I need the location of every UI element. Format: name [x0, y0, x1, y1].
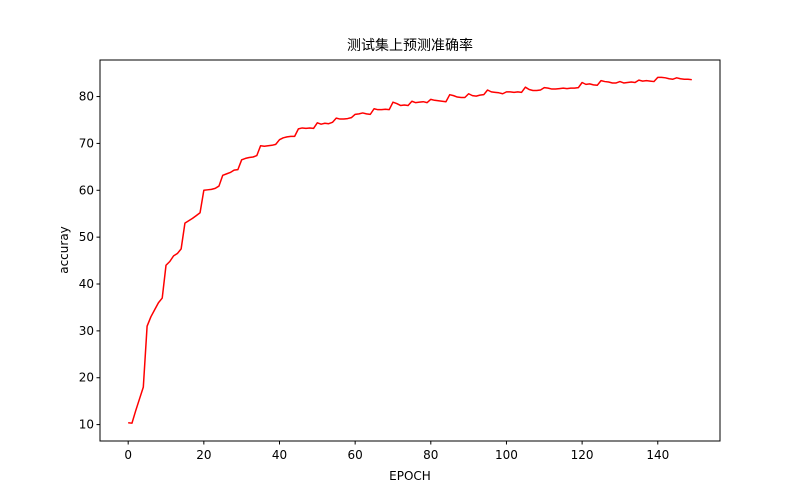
x-tick-label: 120	[571, 448, 594, 462]
x-tick-label: 0	[124, 448, 132, 462]
x-tick-label: 60	[348, 448, 363, 462]
y-tick-label: 30	[79, 324, 94, 338]
x-axis-label: EPOCH	[389, 469, 431, 483]
y-tick-label: 80	[79, 90, 94, 104]
y-tick-label: 50	[79, 230, 94, 244]
x-tick-label: 140	[646, 448, 669, 462]
y-tick-label: 20	[79, 371, 94, 385]
plot-frame	[99, 59, 721, 442]
x-tick-label: 100	[495, 448, 518, 462]
x-tick-label: 20	[196, 448, 211, 462]
y-tick-label: 60	[79, 183, 94, 197]
chart-title: 测试集上预测准确率	[347, 37, 473, 54]
y-tick-label: 10	[79, 418, 94, 432]
x-tick-label: 80	[423, 448, 438, 462]
y-tick-label: 70	[79, 136, 94, 150]
y-axis-label: accuray	[57, 226, 71, 274]
data-line	[128, 76, 692, 424]
x-tick-label: 40	[272, 448, 287, 462]
y-tick-label: 40	[79, 277, 94, 291]
